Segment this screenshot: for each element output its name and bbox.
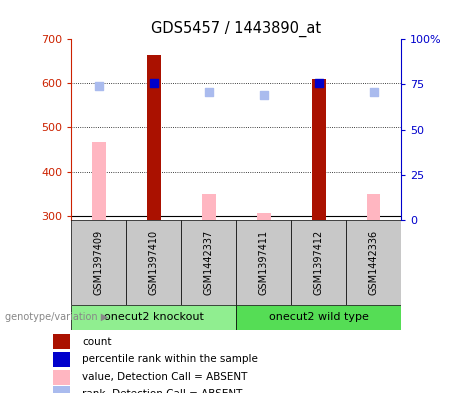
Point: [260, 92, 267, 99]
Bar: [147, 55, 161, 220]
Title: GDS5457 / 1443890_at: GDS5457 / 1443890_at: [151, 20, 321, 37]
Text: GSM1442336: GSM1442336: [369, 230, 378, 295]
Bar: [181, 220, 236, 305]
Text: percentile rank within the sample: percentile rank within the sample: [83, 354, 258, 364]
Text: GSM1397410: GSM1397410: [149, 230, 159, 295]
Text: GSM1397409: GSM1397409: [94, 230, 104, 295]
Point: [205, 88, 213, 95]
Bar: [53, 370, 70, 385]
Bar: [202, 194, 216, 220]
Text: count: count: [83, 337, 112, 347]
Point: [150, 79, 158, 86]
Bar: [312, 79, 325, 220]
Text: genotype/variation ▶: genotype/variation ▶: [5, 312, 108, 322]
Text: GSM1442337: GSM1442337: [204, 230, 214, 295]
Text: onecut2 knockout: onecut2 knockout: [104, 312, 204, 322]
Text: value, Detection Call = ABSENT: value, Detection Call = ABSENT: [83, 373, 248, 382]
Bar: [346, 220, 401, 305]
Bar: [71, 220, 126, 305]
Bar: [92, 141, 106, 220]
Text: GSM1397411: GSM1397411: [259, 230, 269, 295]
Bar: [291, 220, 346, 305]
Point: [315, 79, 322, 86]
Bar: [367, 194, 380, 220]
Bar: [236, 220, 291, 305]
Bar: [236, 305, 401, 330]
Bar: [53, 386, 70, 393]
Point: [370, 88, 377, 95]
Text: onecut2 wild type: onecut2 wild type: [269, 312, 369, 322]
Bar: [126, 220, 181, 305]
Bar: [53, 334, 70, 349]
Bar: [257, 213, 271, 220]
Bar: [71, 305, 236, 330]
Text: rank, Detection Call = ABSENT: rank, Detection Call = ABSENT: [83, 389, 242, 393]
Bar: [53, 352, 70, 367]
Text: GSM1397412: GSM1397412: [313, 230, 324, 295]
Point: [95, 83, 103, 90]
